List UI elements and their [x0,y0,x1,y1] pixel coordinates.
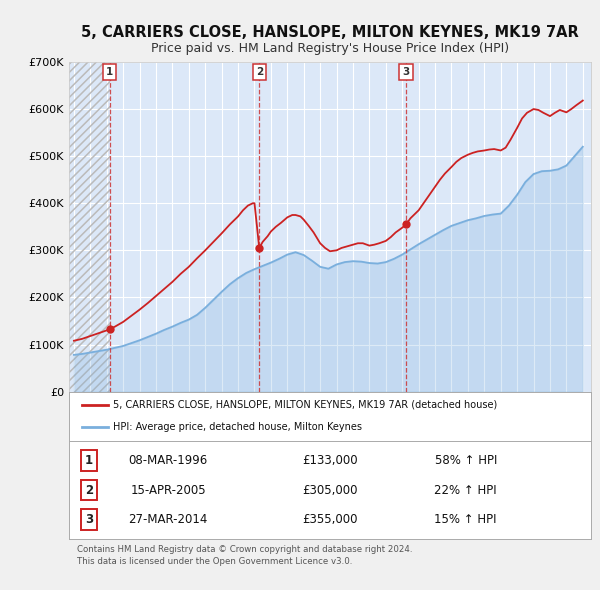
Text: 1: 1 [85,454,93,467]
Text: Contains HM Land Registry data © Crown copyright and database right 2024.
This d: Contains HM Land Registry data © Crown c… [77,545,412,566]
Text: £133,000: £133,000 [302,454,358,467]
Text: 2: 2 [256,67,263,77]
Text: 2: 2 [85,484,93,497]
Text: 27-MAR-2014: 27-MAR-2014 [128,513,208,526]
Text: HPI: Average price, detached house, Milton Keynes: HPI: Average price, detached house, Milt… [113,422,362,432]
Text: £355,000: £355,000 [302,513,358,526]
Text: 08-MAR-1996: 08-MAR-1996 [128,454,208,467]
Bar [69,62,110,392]
Text: 3: 3 [403,67,410,77]
Text: £305,000: £305,000 [302,484,358,497]
Text: Price paid vs. HM Land Registry's House Price Index (HPI): Price paid vs. HM Land Registry's House … [151,42,509,55]
Text: 5, CARRIERS CLOSE, HANSLOPE, MILTON KEYNES, MK19 7AR (detached house): 5, CARRIERS CLOSE, HANSLOPE, MILTON KEYN… [113,400,497,410]
Text: 15-APR-2005: 15-APR-2005 [130,484,206,497]
Text: 15% ↑ HPI: 15% ↑ HPI [434,513,497,526]
Bar [69,62,110,392]
Text: 5, CARRIERS CLOSE, HANSLOPE, MILTON KEYNES, MK19 7AR: 5, CARRIERS CLOSE, HANSLOPE, MILTON KEYN… [81,25,579,40]
Text: 3: 3 [85,513,93,526]
Text: 22% ↑ HPI: 22% ↑ HPI [434,484,497,497]
Bar [69,62,110,392]
Text: 58% ↑ HPI: 58% ↑ HPI [434,454,497,467]
Text: 1: 1 [106,67,113,77]
